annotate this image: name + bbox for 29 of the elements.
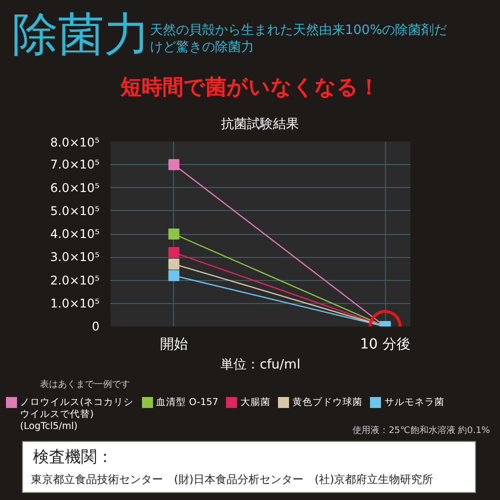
text: 表はあくまで一例です bbox=[40, 379, 130, 392]
y-tick-label: 1.0×10⁵ bbox=[50, 296, 100, 310]
y-tick-label: 3.0×10⁵ bbox=[50, 250, 100, 264]
y-tick-label: 2.0×10⁵ bbox=[50, 273, 100, 288]
legend-label: 大腸菌 bbox=[240, 397, 270, 409]
chart-title: 除菌力 bbox=[12, 7, 150, 61]
legend-label: サルモネラ菌 bbox=[384, 397, 444, 409]
y-tick-label: 0 bbox=[92, 320, 100, 334]
legend-label: 血清型 O-157 bbox=[156, 397, 218, 409]
text: 使用液：25℃飽和水溶液 約0.1% bbox=[352, 426, 490, 436]
y-tick-label: 6.0×10⁵ bbox=[50, 180, 100, 195]
x-tick-label: 10 分後 bbox=[360, 336, 410, 352]
text: 短時間で菌がいなくなる！ bbox=[119, 74, 380, 101]
chart-subtitle: 天然の貝殻から生まれた天然由来100%の除菌剤だけど驚きの除菌力 bbox=[150, 22, 448, 56]
point bbox=[168, 247, 180, 258]
text: 東京都立食品技術センター (財)日本食品分析センター (社)京都府立生物研究所 bbox=[31, 472, 434, 488]
point bbox=[168, 270, 180, 282]
point bbox=[168, 228, 180, 240]
legend-label: 黄色ブドウ球菌 bbox=[292, 397, 362, 409]
x-tick-label: 開始 bbox=[160, 336, 188, 352]
y-tick-label: 5.0×10⁵ bbox=[50, 204, 100, 218]
point bbox=[168, 258, 180, 270]
text: 抗菌試験結果 bbox=[220, 116, 300, 134]
legend-label: ノロウイルス(ネコカリシウイルスで代替)(LogTcl5/ml) bbox=[20, 397, 134, 433]
y-tick-label: 4.0×10⁵ bbox=[50, 227, 100, 241]
y-tick-label: 7.0×10⁵ bbox=[50, 158, 100, 172]
x-axis-title: 単位：cfu/ml bbox=[220, 358, 300, 372]
text: 検査機関： bbox=[33, 446, 113, 468]
y-tick-label: 8.0×10⁵ bbox=[50, 136, 100, 150]
